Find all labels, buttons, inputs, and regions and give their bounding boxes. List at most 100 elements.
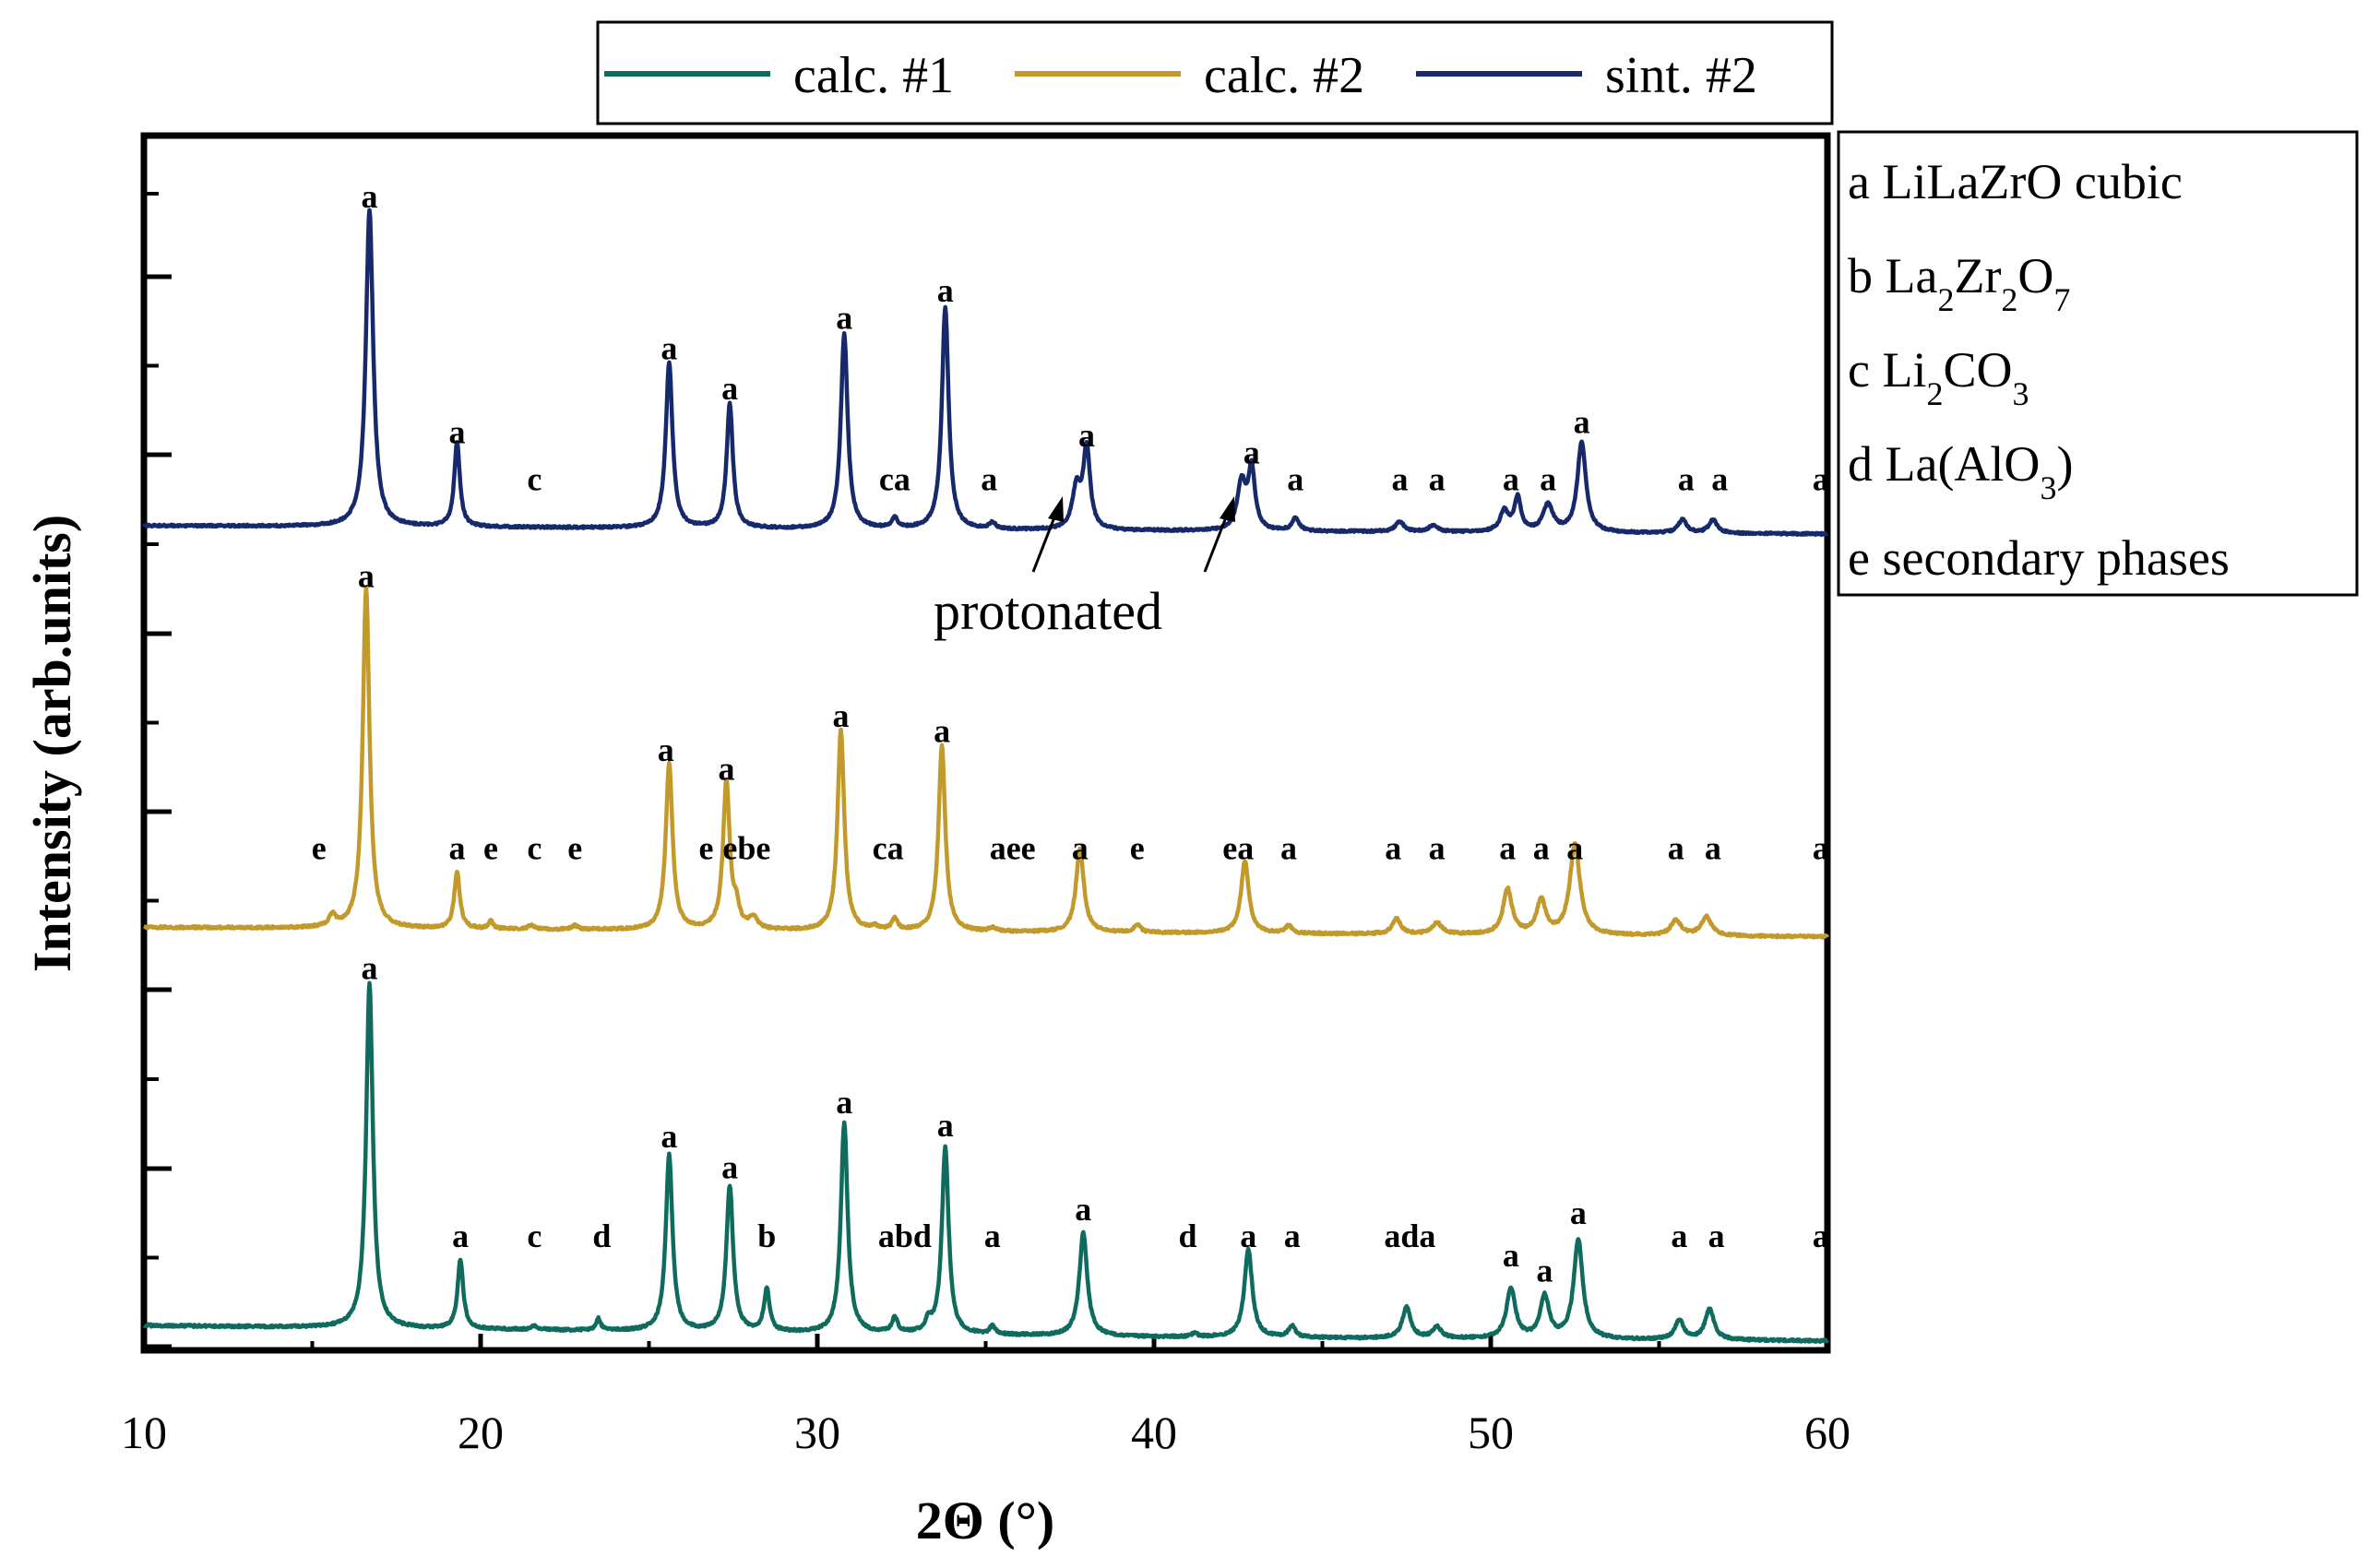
- phase-legend-box: [1837, 130, 2359, 597]
- phase-legend-item: a LiLaZrO cubic: [1848, 154, 2183, 209]
- y-axis-ticks: [144, 192, 172, 1349]
- peak-label: e: [1130, 830, 1145, 867]
- x-tick-label: 40: [1131, 1407, 1177, 1458]
- peak-label: ada: [1384, 1217, 1435, 1254]
- peak-label: a: [833, 697, 850, 734]
- legend-label: sint. #2: [1605, 47, 1757, 104]
- peak-label: c: [527, 1217, 541, 1254]
- peak-label: d: [1178, 1217, 1196, 1254]
- peak-label: a: [1503, 461, 1519, 498]
- peak-label: a: [1671, 1217, 1687, 1254]
- series-legend: calc. #1 calc. #2 sint. #2: [596, 20, 1834, 125]
- x-axis-title: 2Θ (°): [916, 1491, 1054, 1550]
- x-tick-label: 30: [794, 1407, 840, 1458]
- peak-label: a: [660, 1118, 677, 1155]
- peak-label: ebe: [722, 830, 770, 867]
- peak-label: a: [1287, 461, 1303, 498]
- peak-label: a: [362, 178, 378, 215]
- series-line-sint-2: [142, 208, 1829, 538]
- protonated-arrowhead-left: [1048, 496, 1064, 522]
- x-tick-label: 50: [1468, 1407, 1514, 1458]
- peak-label: b: [757, 1217, 776, 1254]
- peak-label: e: [567, 830, 582, 867]
- peak-label: a: [1392, 461, 1409, 498]
- peak-label: e: [483, 830, 498, 867]
- peak-label: a: [1708, 1217, 1725, 1254]
- peak-label: e: [699, 830, 714, 867]
- peak-label: a: [1813, 1217, 1829, 1254]
- phase-legend-item: e secondary phases: [1848, 530, 2230, 586]
- peak-label: a: [362, 950, 378, 987]
- peak-label: a: [721, 370, 738, 407]
- phase-legend-item: c Li2CO3: [1848, 342, 2029, 412]
- peak-label: e: [312, 830, 327, 867]
- protonated-annotation: protonated: [934, 496, 1235, 641]
- peak-label: a: [1711, 461, 1728, 498]
- peak-label: a: [1280, 830, 1297, 867]
- peak-label: d: [592, 1217, 611, 1254]
- peak-label: a: [1499, 830, 1516, 867]
- peak-label: c: [527, 830, 541, 867]
- y-axis-title: Intensity (arb.units): [22, 515, 82, 972]
- peak-label: a: [721, 1148, 738, 1185]
- series-layer: [142, 208, 1829, 1344]
- peak-label: a: [981, 461, 997, 498]
- peak-label: a: [1429, 830, 1446, 867]
- x-tick-label: 20: [458, 1407, 504, 1458]
- peak-label: a: [1540, 461, 1556, 498]
- x-tick-label: 60: [1804, 1407, 1850, 1458]
- legend-label: calc. #1: [793, 47, 954, 104]
- peak-label: a: [836, 1084, 852, 1121]
- peak-label: aee: [990, 830, 1036, 867]
- peak-label: a: [1566, 830, 1583, 867]
- peak-label: a: [1503, 1237, 1519, 1274]
- peak-label: a: [449, 414, 466, 451]
- peak-label: a: [1284, 1217, 1301, 1254]
- peak-label: a: [1075, 1191, 1091, 1228]
- peak-label: a: [452, 1217, 469, 1254]
- peak-label: a: [449, 830, 466, 867]
- peak-label: a: [1244, 434, 1260, 470]
- peak-label: c: [527, 461, 541, 498]
- legend-label: calc. #2: [1204, 47, 1364, 104]
- peak-label: a: [1240, 1217, 1256, 1254]
- peak-label: a: [1813, 461, 1829, 498]
- peak-label: ca: [873, 830, 904, 867]
- phase-legend-item: b La2Zr2O7: [1848, 248, 2070, 318]
- peak-label: a: [1678, 461, 1695, 498]
- peak-label: a: [358, 557, 375, 594]
- series-line-calc-2: [142, 585, 1829, 940]
- peak-label: a: [660, 329, 677, 366]
- x-tick-label: 10: [121, 1407, 167, 1458]
- peak-label: a: [658, 731, 674, 768]
- peak-label: a: [1385, 830, 1401, 867]
- peak-label: a: [1533, 830, 1550, 867]
- peak-label: a: [1705, 830, 1721, 867]
- plot-frame: [140, 132, 1831, 1354]
- x-axis-ticks: 10 20 30 40 50 60: [121, 1334, 1850, 1458]
- protonated-label: protonated: [934, 581, 1162, 641]
- peak-label: a: [937, 272, 954, 309]
- peak-label: a: [1813, 830, 1829, 867]
- peak-label: a: [984, 1217, 1001, 1254]
- peak-label: ea: [1222, 830, 1254, 867]
- peak-label: a: [719, 751, 735, 788]
- peak-label: ca: [879, 461, 910, 498]
- peak-label: a: [1570, 1194, 1587, 1231]
- series-legend-box: [596, 20, 1834, 125]
- peak-label: a: [937, 1107, 954, 1144]
- peak-label: a: [836, 299, 852, 336]
- peak-label: abd: [878, 1217, 932, 1254]
- peak-label: a: [1072, 830, 1089, 867]
- peak-label: a: [934, 713, 950, 750]
- peak-label: a: [1668, 830, 1684, 867]
- phase-legend-item: d La(AlO3): [1848, 436, 2073, 506]
- peak-label: a: [1078, 417, 1095, 454]
- peak-label: a: [1429, 461, 1446, 498]
- protonated-arrowhead-right: [1220, 496, 1235, 522]
- peak-label: a: [1574, 404, 1590, 441]
- phase-legend: a LiLaZrO cubic b La2Zr2O7 c Li2CO3 d La(Al…: [1837, 130, 2359, 597]
- series-line-calc-1: [142, 980, 1829, 1344]
